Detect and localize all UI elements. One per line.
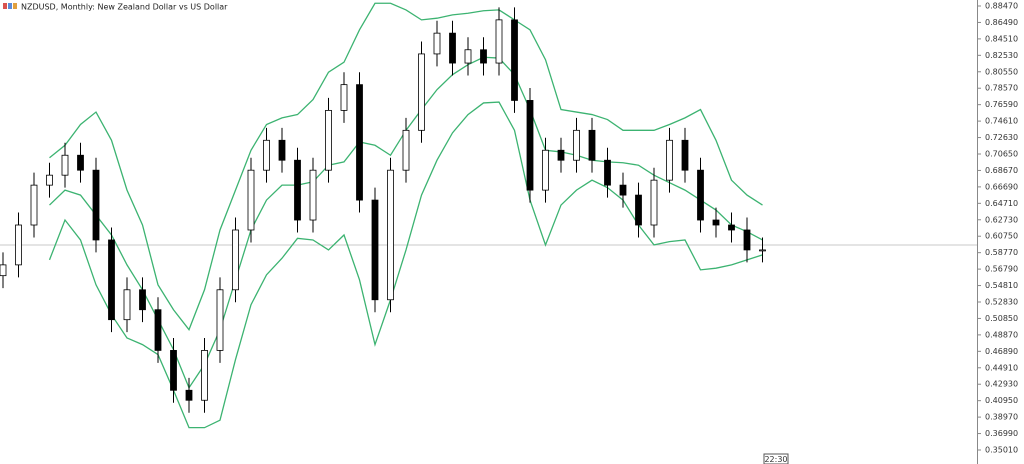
time-label-box [763, 453, 789, 464]
y-tick-label: 0.40950 [985, 396, 1018, 405]
candle-body [371, 199, 379, 301]
y-tick-label: 0.52830 [985, 297, 1018, 306]
candle-body [759, 249, 766, 252]
candle-body [387, 169, 394, 301]
bollinger-band [48, 101, 763, 429]
candle-body [170, 350, 177, 391]
candle-body [433, 32, 441, 55]
y-tick-label: 0.82530 [985, 51, 1018, 60]
candle-body [278, 139, 286, 161]
symbol-icon [3, 3, 17, 9]
candle-body [604, 159, 611, 186]
candle-body [232, 229, 239, 291]
y-tick-label: 0.35010 [985, 445, 1018, 454]
candle-body [356, 84, 363, 201]
candle-body [712, 219, 720, 226]
candle-body [542, 149, 549, 191]
candle-body [216, 289, 224, 351]
y-tick-label: 0.50850 [985, 314, 1018, 323]
y-tick-label: 0.74610 [985, 117, 1018, 126]
chart-title: NZDUSD, Monthly: New Zealand Dollar vs U… [21, 3, 228, 12]
candle-body [666, 139, 673, 181]
candle-body [92, 169, 100, 241]
candle-body [557, 149, 565, 161]
candle-body [15, 224, 22, 266]
candle-body [573, 129, 580, 161]
candle-body [480, 49, 487, 64]
y-tick-label: 0.86490 [985, 18, 1018, 27]
candle-body [201, 350, 208, 401]
y-tick-label: 0.54810 [985, 281, 1018, 290]
y-tick-label: 0.58770 [985, 248, 1018, 257]
candle-body [728, 224, 735, 231]
bollinger-band [49, 2, 763, 331]
candle-body [743, 229, 751, 251]
y-tick-label: 0.38970 [985, 413, 1018, 422]
candle-body [0, 264, 7, 277]
candle-body [61, 154, 69, 176]
y-tick-label: 0.46890 [985, 347, 1018, 356]
candle-body [46, 174, 53, 186]
y-tick-label: 0.80550 [985, 67, 1018, 76]
y-tick-label: 0.84510 [985, 34, 1018, 43]
candle-body [495, 19, 503, 64]
candle-body [588, 129, 596, 161]
candle-body [30, 184, 38, 226]
candle-body [635, 194, 642, 226]
candle-body [526, 100, 534, 191]
candle-body [418, 53, 425, 131]
y-tick-label: 0.64710 [985, 199, 1018, 208]
candle-body [77, 154, 84, 171]
y-tick-label: 0.44910 [985, 363, 1018, 372]
candle-body [247, 169, 255, 231]
y-tick-label: 0.60750 [985, 232, 1018, 241]
y-tick-label: 0.68670 [985, 166, 1018, 175]
candle-body [697, 169, 704, 221]
y-tick-label: 0.42930 [985, 380, 1018, 389]
candle-body [325, 109, 332, 171]
candle-body [449, 32, 456, 64]
candle-body [123, 289, 131, 321]
y-tick-label: 0.76590 [985, 100, 1018, 109]
candle-body [619, 184, 627, 196]
candle-body [263, 139, 270, 171]
y-tick-label: 0.70650 [985, 149, 1018, 158]
candle-body [464, 49, 472, 64]
y-tick-label: 0.72630 [985, 133, 1018, 142]
y-tick-label: 0.56790 [985, 265, 1018, 274]
candle-body [154, 309, 162, 351]
candle-body [294, 159, 301, 221]
candle-body [185, 389, 193, 401]
y-tick-label: 0.48870 [985, 330, 1018, 339]
y-tick-label: 0.66690 [985, 182, 1018, 191]
y-tick-label: 0.62730 [985, 215, 1018, 224]
y-tick-label: 0.88470 [985, 1, 1018, 10]
plot-area [0, 2, 977, 429]
candle-body [511, 19, 518, 101]
candle-body [139, 289, 146, 311]
candle-body [340, 84, 348, 111]
time-label: 22:30 [764, 455, 787, 464]
candle-body [309, 169, 317, 221]
y-tick-label: 0.36990 [985, 429, 1018, 438]
candle-body [402, 129, 410, 171]
candle-body [681, 139, 689, 171]
candle-body [108, 239, 115, 321]
candle-body [650, 179, 658, 226]
y-tick-label: 0.78570 [985, 84, 1018, 93]
